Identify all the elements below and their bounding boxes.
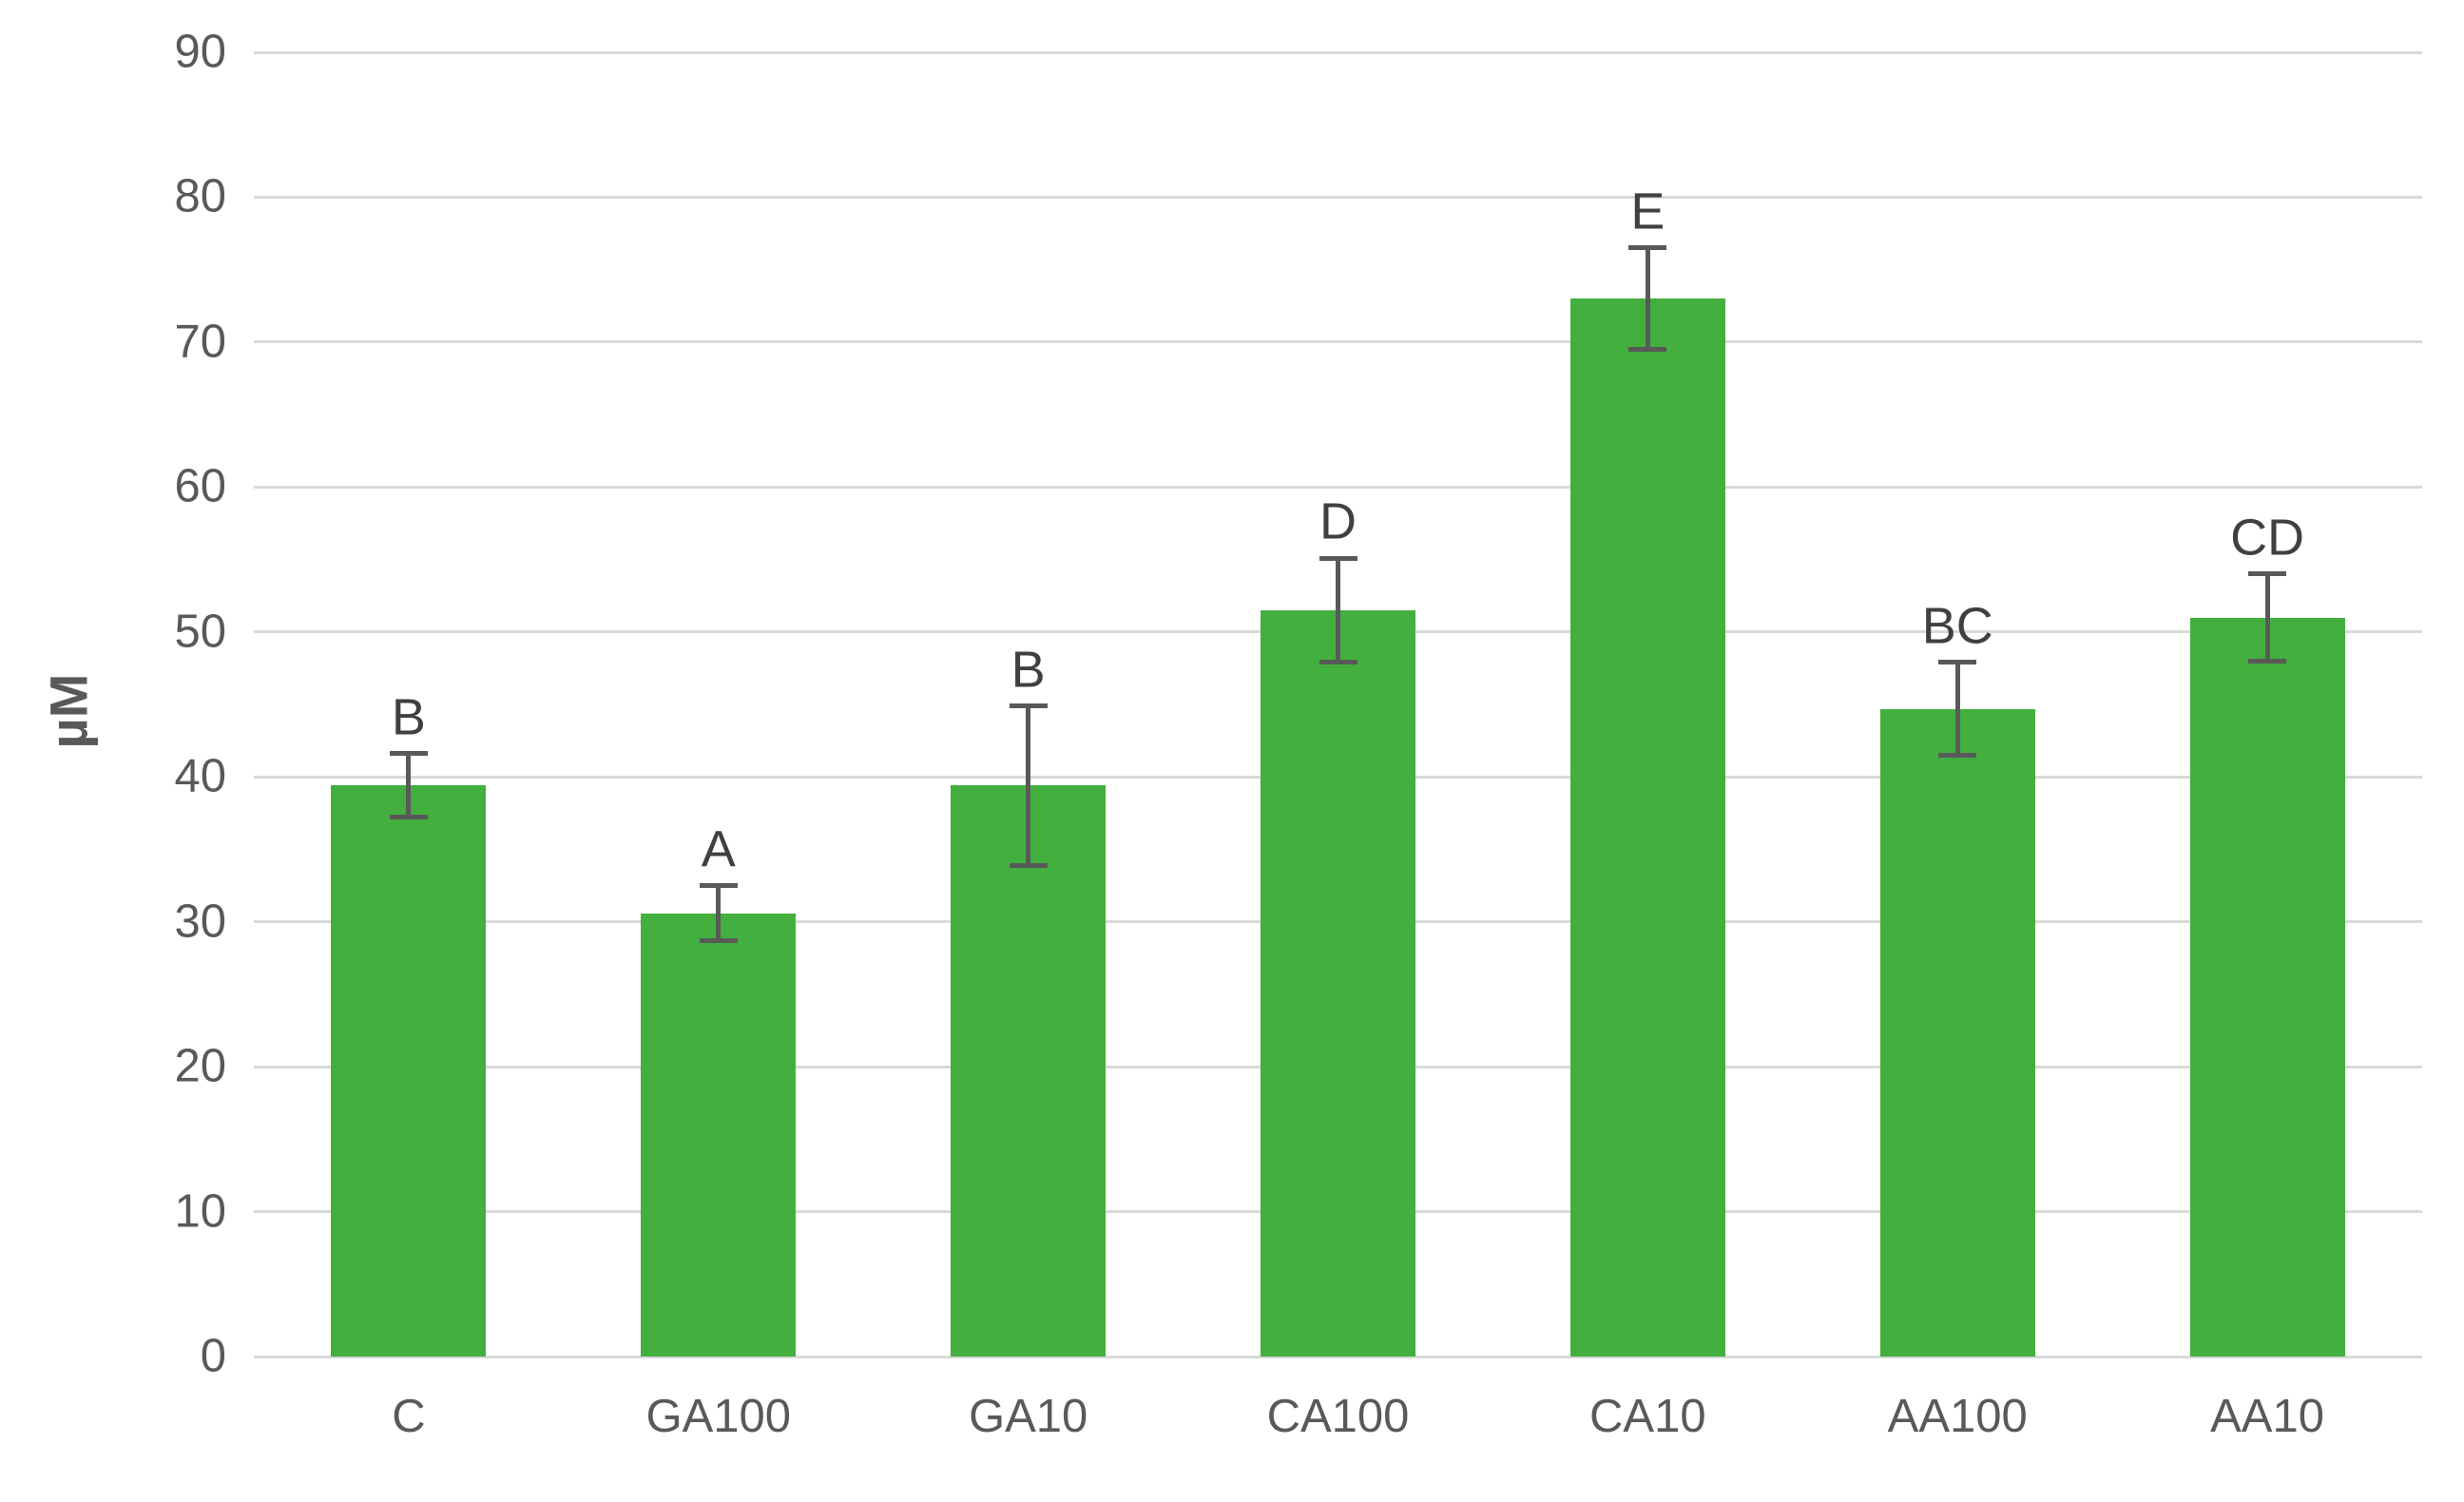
y-tick-label: 40 bbox=[174, 750, 226, 802]
y-axis-title: µM bbox=[38, 673, 99, 749]
error-bar-top-cap bbox=[1628, 245, 1667, 251]
error-bar-bottom-cap bbox=[2248, 658, 2287, 664]
bar bbox=[951, 785, 1107, 1357]
error-bar-line bbox=[1336, 558, 1340, 663]
error-bar-bottom-cap bbox=[1319, 660, 1357, 665]
significance-label: D bbox=[1319, 492, 1357, 550]
x-category-label: GA10 bbox=[968, 1391, 1088, 1442]
bar bbox=[331, 785, 487, 1357]
error-bar-bottom-cap bbox=[1009, 862, 1048, 868]
gridline bbox=[254, 1355, 2422, 1358]
error-bar-bottom-cap bbox=[1628, 347, 1667, 352]
error-bar-bottom-cap bbox=[699, 937, 738, 943]
error-bar-line bbox=[1954, 662, 1960, 756]
x-category-label: CA10 bbox=[1589, 1391, 1706, 1442]
error-bar-bottom-cap bbox=[1938, 752, 1977, 758]
x-category-label: GA100 bbox=[645, 1391, 792, 1442]
gridline bbox=[254, 195, 2422, 199]
error-bar-line bbox=[1645, 247, 1650, 350]
y-tick-label: 10 bbox=[174, 1185, 226, 1238]
x-category-label: C bbox=[392, 1391, 426, 1442]
y-tick-label: 30 bbox=[174, 895, 226, 948]
significance-label: CD bbox=[2230, 509, 2305, 567]
error-bar-top-cap bbox=[1319, 555, 1357, 561]
y-tick-label: 20 bbox=[174, 1040, 226, 1092]
significance-label: E bbox=[1630, 183, 1665, 241]
error-bar-top-cap bbox=[1938, 660, 1977, 665]
y-tick-label: 90 bbox=[174, 26, 226, 78]
error-bar-top-cap bbox=[2248, 571, 2287, 577]
bar bbox=[641, 913, 797, 1357]
bar bbox=[1569, 298, 1725, 1357]
gridline bbox=[254, 50, 2422, 54]
gridline bbox=[254, 485, 2422, 489]
error-bar-line bbox=[716, 885, 722, 941]
error-bar-top-cap bbox=[699, 883, 738, 889]
significance-label: B bbox=[1011, 640, 1046, 698]
error-bar-line bbox=[2264, 573, 2270, 662]
significance-label: B bbox=[391, 688, 426, 746]
gridline bbox=[254, 340, 2422, 344]
y-tick-label: 70 bbox=[174, 316, 226, 368]
y-tick-label: 80 bbox=[174, 170, 226, 222]
error-bar-bottom-cap bbox=[389, 815, 428, 820]
bar bbox=[1261, 609, 1415, 1357]
significance-label: BC bbox=[1921, 597, 1993, 655]
significance-label: A bbox=[701, 819, 736, 877]
error-bar-line bbox=[406, 753, 412, 818]
bar bbox=[2189, 617, 2345, 1357]
plot-area: B A B D E BC CD bbox=[254, 50, 2422, 1358]
error-bar-top-cap bbox=[1009, 703, 1048, 709]
y-tick-label: 50 bbox=[174, 606, 226, 658]
y-tick-label: 60 bbox=[174, 460, 226, 512]
error-bar-line bbox=[1026, 705, 1031, 866]
x-category-label: AA100 bbox=[1887, 1391, 2028, 1442]
x-category-label: CA100 bbox=[1266, 1391, 1410, 1442]
y-tick-label: 0 bbox=[200, 1330, 226, 1382]
bar bbox=[1879, 708, 2035, 1357]
x-category-label: AA10 bbox=[2210, 1391, 2324, 1442]
error-bar-top-cap bbox=[389, 751, 428, 757]
